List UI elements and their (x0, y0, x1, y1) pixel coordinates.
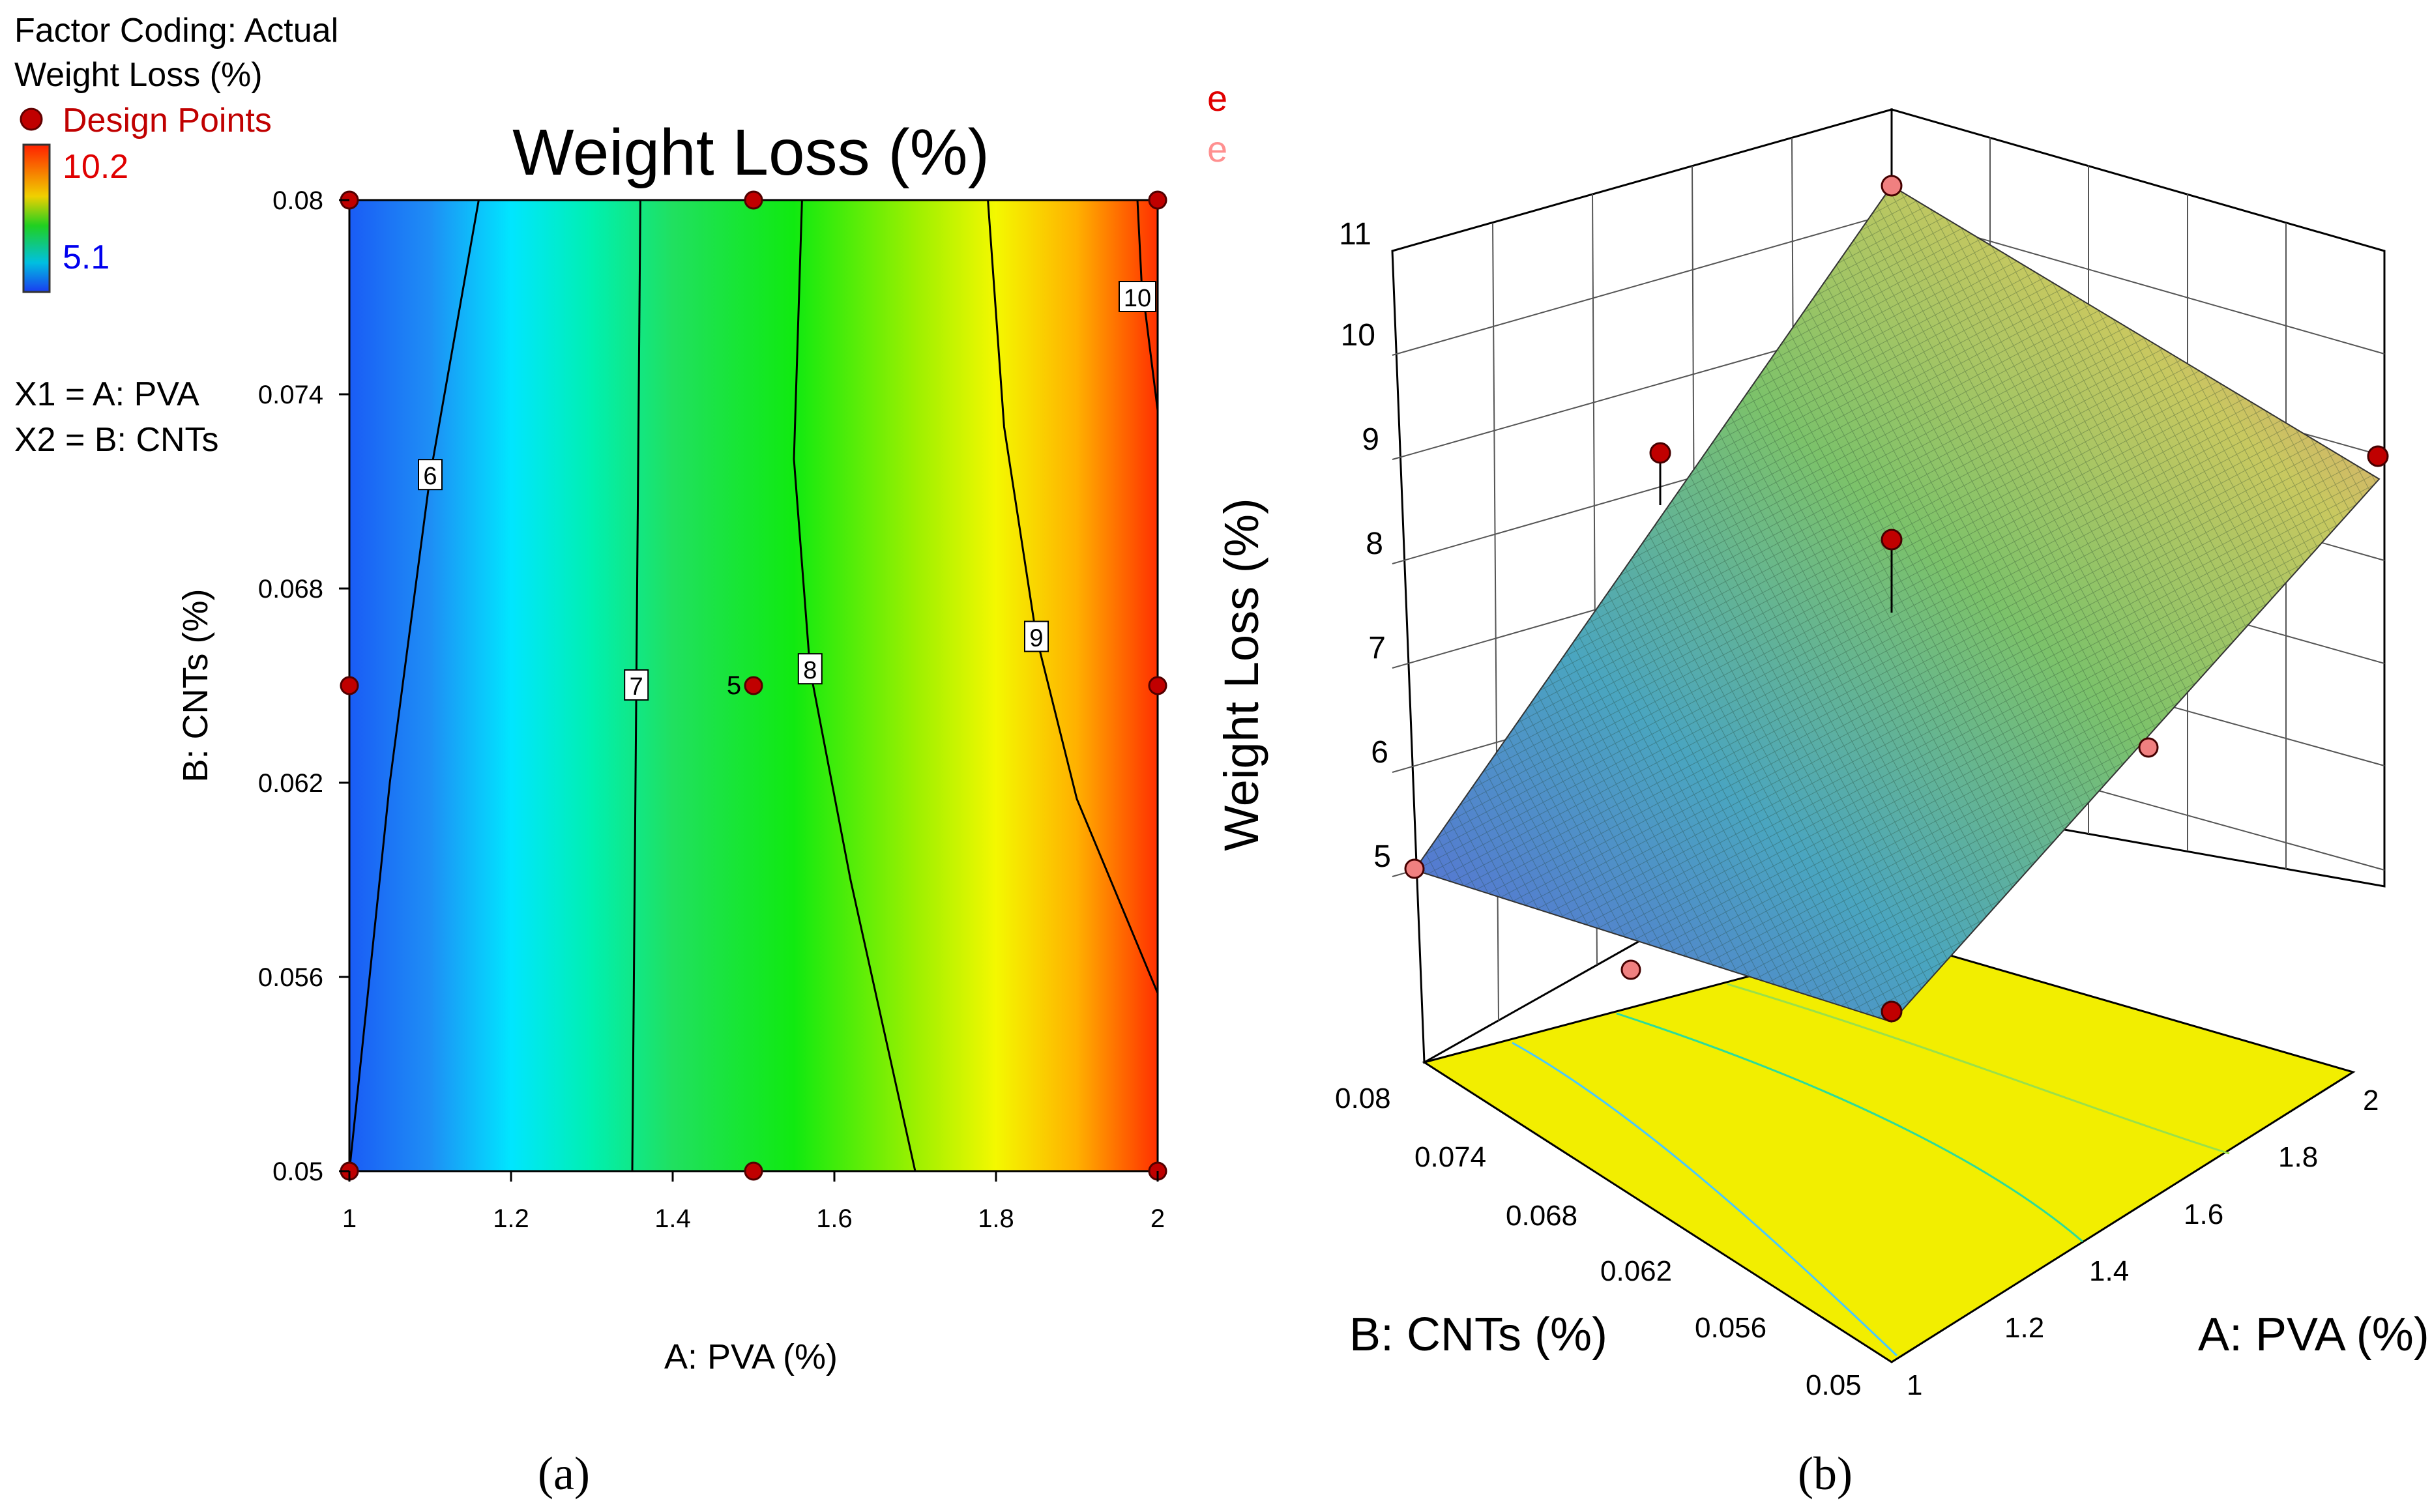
y-tick-label: 0.05 (272, 1157, 323, 1186)
factor-coding-label: Factor Coding: Actual (14, 12, 338, 50)
contour-x-axis-label: A: PVA (%) (664, 1337, 838, 1376)
x-tick-label: 1.6 (2184, 1199, 2223, 1230)
y-tick-label: 0.062 (258, 769, 323, 798)
scale-max-label: 10.2 (63, 148, 128, 186)
surface-floor (1422, 937, 2356, 1363)
y-tick-label: 0.056 (258, 963, 323, 992)
response-surface (1413, 184, 2381, 1023)
surface-point (1881, 1000, 1903, 1023)
floor-contours (1512, 983, 2230, 1357)
x-tick-label: 1.4 (2089, 1255, 2129, 1287)
y-tick-label: 0.062 (1600, 1255, 1672, 1287)
contour-x-ticks: 1 1.2 1.4 1.6 1.8 2 (342, 1171, 1165, 1233)
contour-label-7: 7 (630, 673, 643, 701)
stray-glyph-2: e (1207, 128, 1227, 169)
contour-design-point (340, 676, 359, 695)
surface-point (1881, 175, 1903, 197)
x-tick-label: 1 (1907, 1369, 1922, 1401)
surface-point (2367, 445, 2389, 467)
y-tick-label: 0.05 (1806, 1369, 1862, 1401)
legend-block: Factor Coding: Actual Weight Loss (%) De… (14, 12, 1227, 459)
z-tick-label: 9 (1362, 422, 1379, 457)
surface-design-points (1404, 175, 2389, 1023)
surface-point (1620, 959, 1641, 980)
x-tick-label: 1.2 (493, 1204, 529, 1233)
surface-y-axis-label: B: CNTs (%) (1349, 1309, 1607, 1361)
color-scale-bar (22, 143, 51, 293)
surface-z-ticks: 11 10 9 8 7 6 5 (1339, 217, 1391, 874)
surface-point (1881, 529, 1903, 551)
contour-label-box (418, 459, 443, 491)
panel-label-a: (a) (538, 1447, 590, 1500)
contour-label-box (1119, 281, 1156, 312)
z-tick-label: 8 (1366, 527, 1383, 561)
x-tick-label: 1.8 (978, 1204, 1014, 1233)
contour-label-box (1024, 620, 1049, 652)
contour-y-ticks: 0.05 0.056 0.062 0.068 0.074 0.08 (258, 186, 349, 1186)
contour-design-point (1148, 676, 1167, 695)
contour-design-point (744, 676, 763, 695)
z-tick-label: 10 (1341, 318, 1375, 353)
z-tick-label: 5 (1373, 839, 1391, 874)
x-tick-label: 2 (1150, 1204, 1165, 1233)
surface-mesh (1413, 184, 2381, 1023)
contour-design-point (744, 1161, 763, 1181)
contour-lines: 6 7 8 9 10 (348, 199, 1159, 1172)
x1-definition: X1 = A: PVA (14, 375, 199, 413)
contour-label-box (797, 653, 823, 685)
contour-label-9: 9 (1029, 625, 1043, 652)
surface-point (2138, 737, 2159, 758)
design-points-legend-label: Design Points (63, 102, 272, 139)
center-point-count: 5 (727, 671, 741, 700)
y-tick-label: 0.074 (1414, 1141, 1486, 1173)
surface-chart: 11 10 9 8 7 6 5 Weight Loss (%) 0.08 0.0… (1214, 108, 2429, 1500)
scale-min-label: 5.1 (63, 239, 110, 276)
y-tick-label: 0.068 (1506, 1200, 1577, 1232)
y-tick-label: 0.056 (1695, 1312, 1766, 1344)
contour-title: Weight Loss (%) (512, 116, 989, 189)
contour-label-6: 6 (423, 463, 437, 490)
surface-z-axis-label: Weight Loss (%) (1214, 498, 1268, 851)
x-tick-label: 1.4 (654, 1204, 691, 1233)
contour-design-point (1148, 190, 1167, 210)
contour-y-axis-label: B: CNTs (%) (176, 589, 215, 783)
y-tick-label: 0.08 (1335, 1083, 1391, 1114)
response-label: Weight Loss (%) (14, 56, 263, 94)
surface-x-axis-label: A: PVA (%) (2198, 1309, 2429, 1361)
stray-glyph-1: e (1207, 78, 1227, 119)
design-point-legend-marker (20, 108, 43, 131)
contour-label-8: 8 (803, 657, 817, 684)
x-tick-label: 1.8 (2278, 1141, 2318, 1173)
panel-label-b: (b) (1798, 1447, 1853, 1500)
surface-y-ticks: 0.08 0.074 0.068 0.062 0.056 0.05 (1335, 1083, 1862, 1401)
z-tick-label: 11 (1339, 217, 1371, 252)
z-tick-label: 7 (1368, 631, 1386, 665)
x2-definition: X2 = B: CNTs (14, 421, 219, 459)
contour-label-box (624, 669, 649, 701)
y-tick-label: 0.068 (258, 575, 323, 603)
contour-label-10: 10 (1124, 285, 1151, 312)
surface-point (1649, 442, 1671, 464)
x-tick-label: 2 (2363, 1084, 2379, 1116)
y-tick-label: 0.08 (272, 186, 323, 215)
surface-point (1404, 858, 1425, 879)
x-tick-label: 1.2 (2004, 1312, 2044, 1344)
y-tick-label: 0.074 (258, 381, 323, 409)
contour-design-point (744, 190, 763, 210)
z-tick-label: 6 (1371, 735, 1388, 770)
contour-line-6 (348, 199, 480, 1172)
surface-x-ticks: 1 1.2 1.4 1.6 1.8 2 (1907, 1084, 2379, 1401)
x-tick-label: 1 (342, 1204, 357, 1233)
x-tick-label: 1.6 (816, 1204, 853, 1233)
